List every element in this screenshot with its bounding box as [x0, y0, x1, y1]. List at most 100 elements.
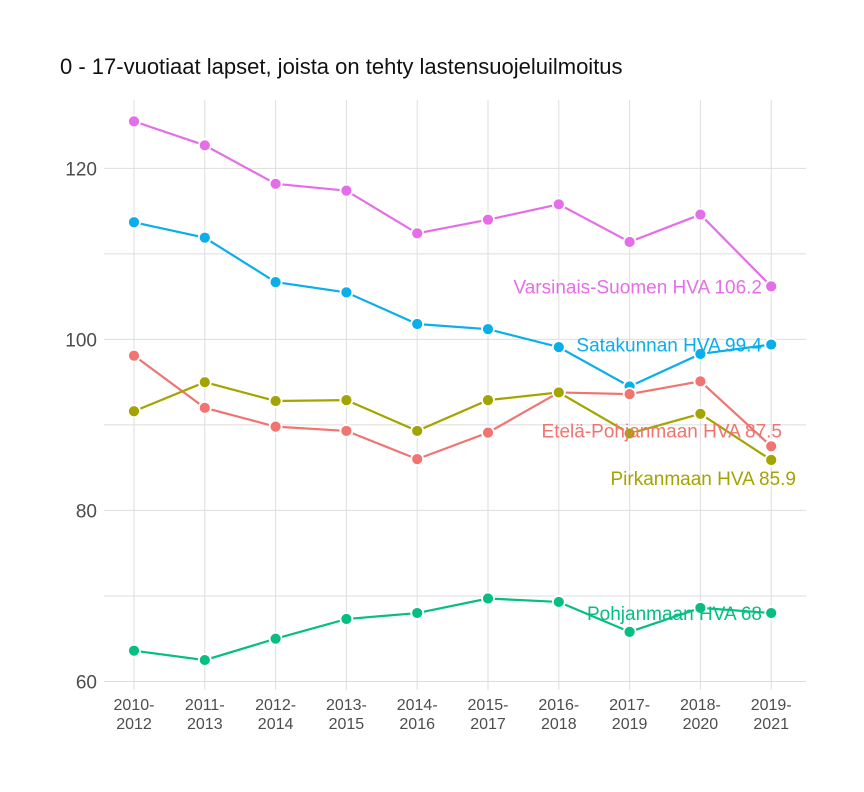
series-end-label: Satakunnan HVA 99.4 — [576, 336, 762, 357]
series-pirkanmaan-hva — [127, 375, 779, 467]
x-tick-label-line: 2021 — [753, 716, 789, 733]
x-tick-label-line: 2017- — [609, 697, 650, 714]
series-line — [133, 221, 772, 388]
series-etel-pohjanmaan-hva — [127, 348, 779, 467]
data-point — [693, 374, 708, 389]
data-point — [197, 653, 212, 667]
data-point — [127, 348, 141, 363]
data-point — [268, 419, 283, 434]
x-tick-label-line: 2019- — [751, 697, 792, 714]
series-end-label: Pirkanmaan HVA 85.9 — [610, 469, 796, 490]
x-tick-label: 2012- 2014 — [255, 697, 296, 733]
series-pohjanmaan-hva — [127, 591, 779, 667]
data-point — [339, 183, 354, 198]
x-tick-label: 2014- 2016 — [397, 697, 438, 733]
x-tick-label: 2011- 2013 — [185, 697, 225, 733]
data-point — [622, 387, 637, 402]
data-point — [197, 230, 212, 245]
x-tick-label-line: 2015 — [329, 716, 365, 733]
x-tick-label-line: 2013 — [187, 716, 223, 733]
series-satakunnan-hva — [127, 215, 779, 394]
x-tick-label: 2015- 2017 — [468, 697, 509, 733]
data-point — [764, 453, 779, 467]
data-point — [551, 595, 566, 609]
data-point — [551, 340, 566, 355]
data-point — [764, 337, 779, 352]
series-line — [133, 597, 772, 662]
x-tick-label: 2013- 2015 — [326, 697, 367, 733]
data-point — [693, 601, 708, 615]
series-line — [133, 354, 772, 461]
x-axis: 2010- 2012 2011- 2013 2012- 2014 2013- 2015 2014… — [114, 697, 792, 733]
x-tick-label-line: 2018 — [541, 716, 577, 733]
data-point — [339, 393, 354, 408]
data-point — [481, 425, 495, 440]
data-point — [622, 235, 637, 249]
data-point — [481, 591, 495, 606]
data-point — [410, 226, 425, 241]
data-point — [622, 426, 637, 441]
data-point — [481, 322, 495, 337]
series-varsinais-suomen-hva — [127, 114, 779, 294]
data-point — [764, 279, 779, 294]
data-point — [127, 404, 141, 419]
x-tick-label-line: 2012 — [116, 716, 152, 733]
x-tick-label-line: 2011- — [185, 697, 225, 714]
data-point — [764, 439, 779, 454]
data-point — [268, 275, 283, 290]
y-tick-label: 80 — [76, 501, 97, 522]
x-tick-label: 2017- 2019 — [609, 697, 650, 733]
x-tick-label-line: 2014 — [258, 716, 294, 733]
data-point — [693, 207, 708, 222]
data-point — [551, 385, 566, 400]
data-point — [410, 424, 425, 438]
data-point — [410, 317, 425, 331]
y-tick-label: 60 — [76, 672, 97, 693]
data-point — [127, 215, 141, 230]
series-end-label: Etelä-Pohjanmaan HVA 87.5 — [542, 421, 782, 442]
series-end-label: Pohjanmaan HVA 68 — [587, 604, 762, 625]
data-point — [551, 197, 566, 212]
data-point — [268, 176, 283, 191]
x-tick-label-line: 2010- — [114, 697, 155, 714]
data-point — [410, 606, 425, 620]
x-tick-label-line: 2013- — [326, 697, 367, 714]
x-tick-label-line: 2017 — [470, 716, 506, 733]
x-tick-label-line: 2012- — [255, 697, 296, 714]
x-tick-label-line: 2016- — [538, 697, 579, 714]
chart-title: 0 - 17-vuotiaat lapset, joista on tehty … — [60, 54, 623, 79]
x-tick-label: 2016- 2018 — [538, 697, 579, 733]
x-tick-label-line: 2016 — [399, 716, 435, 733]
y-axis: 60 80 100 120 — [65, 159, 97, 693]
y-tick-label: 120 — [65, 159, 97, 180]
data-point — [410, 452, 425, 467]
data-point — [268, 394, 283, 408]
x-tick-label: 2010- 2012 — [114, 697, 155, 733]
series-end-label: Varsinais-Suomen HVA 106.2 — [513, 277, 762, 298]
data-point — [339, 285, 354, 300]
x-tick-label: 2018- 2020 — [680, 697, 721, 733]
grid — [104, 100, 806, 690]
series-line — [133, 120, 772, 288]
data-point — [339, 424, 354, 438]
data-point — [481, 212, 495, 227]
data-point — [127, 643, 141, 658]
y-tick-label: 100 — [65, 330, 97, 351]
series-line — [133, 381, 772, 461]
data-point — [127, 114, 141, 129]
data-point — [693, 406, 708, 421]
data-point — [622, 624, 637, 639]
x-tick-label-line: 2020 — [683, 716, 719, 733]
x-tick-label: 2019- 2021 — [751, 697, 792, 733]
x-tick-label-line: 2015- — [468, 697, 509, 714]
data-point — [481, 393, 495, 408]
x-tick-label-line: 2018- — [680, 697, 721, 714]
data-point — [197, 375, 212, 390]
data-point — [197, 400, 212, 415]
data-point — [268, 631, 283, 646]
data-point — [339, 612, 354, 626]
x-tick-label-line: 2014- — [397, 697, 438, 714]
data-point — [693, 347, 708, 361]
